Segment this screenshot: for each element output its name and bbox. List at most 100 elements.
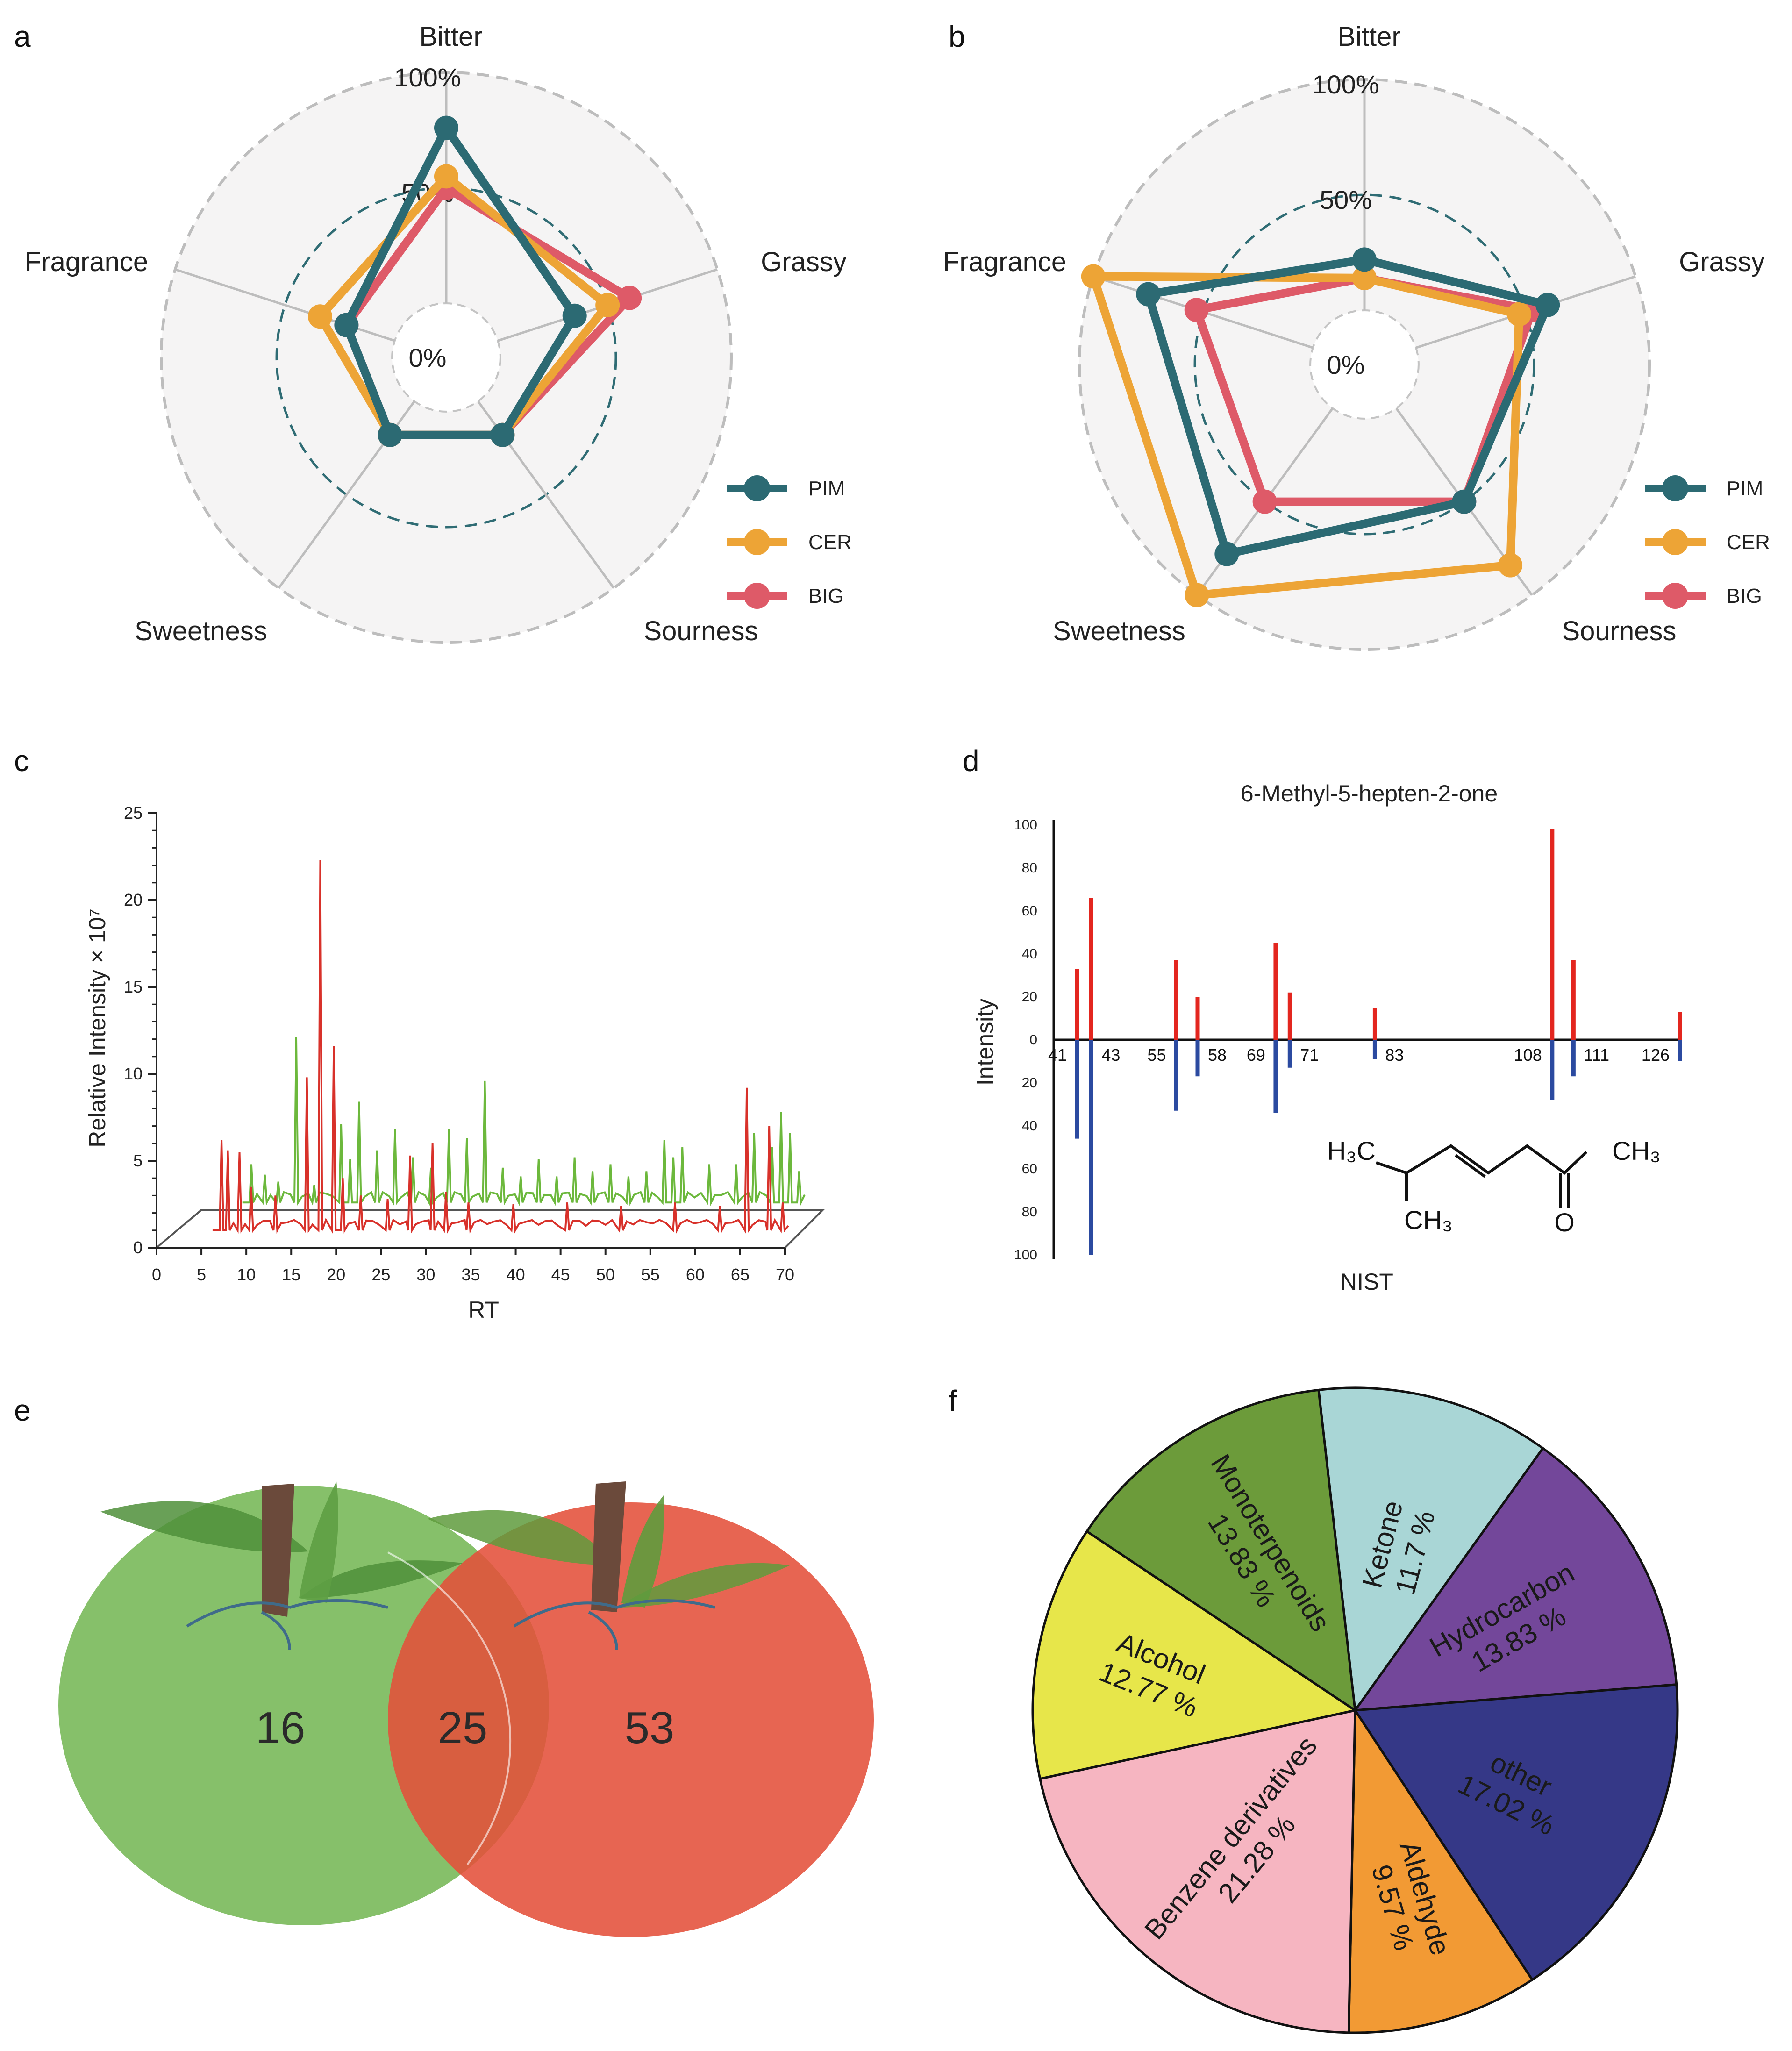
legend-marker — [744, 529, 770, 555]
panel-letter-e: e — [14, 1394, 31, 1427]
radar-point — [1535, 293, 1560, 317]
legend-label-big: BIG — [808, 585, 844, 607]
legend-label-cer: CER — [808, 531, 852, 554]
radar-point — [378, 422, 402, 447]
structure-h3c-label: H₃C — [1327, 1136, 1376, 1165]
panel-letter-c: c — [14, 744, 29, 778]
venn-intersection-count: 25 — [438, 1703, 488, 1753]
pie-slice-alcohol — [1031, 1529, 1358, 1780]
mass-spectrum-title: 6-Methyl-5-hepten-2-one — [1241, 780, 1498, 807]
venn-green-only-count: 16 — [256, 1703, 306, 1753]
radar-ring-label: 0% — [1327, 350, 1365, 379]
x-tick-label: 55 — [641, 1265, 660, 1284]
red-tomato-body — [388, 1502, 874, 1937]
x-tick-label: 5 — [197, 1265, 206, 1284]
radar-mid-ring — [275, 186, 617, 529]
panel-letter-f: f — [949, 1384, 957, 1418]
radar-point — [434, 164, 458, 189]
pie-slice-monoterpenoids — [1085, 1388, 1357, 1713]
chromatogram-y-label: Relative Intensity × 10⁷ — [84, 908, 110, 1147]
radar-point — [1136, 282, 1161, 307]
ms-y-tick-up: 20 — [1022, 989, 1037, 1005]
pie-slice-aldehyde — [1347, 1706, 1534, 2034]
venn-red-only-count: 53 — [625, 1703, 675, 1753]
radar-ring-label: 100% — [1312, 70, 1379, 99]
panel-letter-d: d — [963, 744, 979, 778]
y-tick-label: 5 — [133, 1151, 143, 1170]
radar-point — [334, 313, 359, 337]
panel-letter-a: a — [14, 20, 31, 53]
radar-point — [1081, 264, 1106, 289]
radar-category-label: Grassy — [1679, 247, 1765, 277]
legend-marker — [1662, 475, 1688, 501]
pie-slice-other — [1353, 1683, 1679, 1982]
ms-y-tick-up: 0 — [1029, 1032, 1037, 1048]
radar-point — [1352, 247, 1377, 272]
radar-category-label: Bitter — [419, 21, 482, 52]
x-tick-label: 35 — [461, 1265, 480, 1284]
radar-category-label: Sourness — [643, 616, 758, 646]
x-tick-label: 70 — [776, 1265, 794, 1284]
radar-category-label: Fragrance — [25, 247, 148, 277]
radar-series-pim — [342, 123, 579, 439]
x-tick-label: 45 — [551, 1265, 570, 1284]
venn-overlap-edge — [387, 1551, 512, 1865]
structure-bonds — [1406, 1144, 1588, 1175]
x-tick-label: 50 — [596, 1265, 615, 1284]
y-tick-label: 10 — [124, 1064, 143, 1083]
ms-y-tick-down: 60 — [1022, 1161, 1037, 1177]
y-tick-label: 20 — [124, 890, 143, 909]
radar-point — [595, 293, 620, 317]
x-tick-label: 25 — [371, 1265, 390, 1284]
radar-spoke — [175, 268, 395, 342]
radar-chart-b: 100% 50% 0% Bitter Grassy Sourness Sweetness Fr… — [943, 21, 1770, 651]
radar-series-pim — [1144, 255, 1552, 558]
radar-category-label: Sourness — [1562, 616, 1676, 646]
legend-marker — [1662, 529, 1688, 555]
ms-mz-label: 69 — [1247, 1045, 1265, 1065]
panel-letter-b: b — [949, 20, 965, 53]
radar-series-big — [1192, 273, 1537, 506]
radar-point — [617, 286, 642, 310]
venn-diagram: 16 25 53 — [58, 1481, 874, 1937]
green-tomato-leaf-top — [299, 1481, 338, 1603]
ms-y-tick-up: 40 — [1022, 946, 1037, 962]
legend-label-cer: CER — [1727, 531, 1770, 554]
mass-spectrum-y-label: Intensity — [972, 999, 998, 1086]
red-tomato — [388, 1481, 874, 1937]
radar-ring-label: 0% — [409, 343, 447, 372]
ms-mz-label: 126 — [1642, 1045, 1670, 1065]
radar-mid-ring — [1193, 193, 1535, 536]
radar-ring-label: 100% — [394, 63, 461, 92]
red-tomato-sepals — [513, 1599, 715, 1650]
ms-mz-label: 71 — [1300, 1045, 1319, 1065]
radar-category-label: Grassy — [761, 247, 847, 277]
radar-point — [562, 303, 587, 328]
y-tick-label: 0 — [133, 1238, 143, 1257]
chemical-structure: H₃C CH₃ CH₃ O — [1327, 1136, 1661, 1237]
pie-slice-benzene-derivatives — [1038, 1708, 1356, 2034]
red-tomato-leaf-right — [617, 1563, 790, 1608]
radar-category-label: Sweetness — [1053, 616, 1185, 646]
ms-mz-label: 83 — [1385, 1045, 1404, 1065]
ms-y-tick-down: 40 — [1022, 1118, 1037, 1134]
x-tick-label: 40 — [507, 1265, 525, 1284]
structure-ch3-bottom-label: CH₃ — [1404, 1205, 1453, 1235]
radar-point — [1214, 542, 1239, 566]
red-tomato-stem — [591, 1481, 626, 1612]
radar-category-label: Fragrance — [943, 247, 1066, 277]
x-tick-label: 65 — [731, 1265, 750, 1284]
structure-double-bond — [1455, 1154, 1486, 1178]
y-tick-label: 15 — [124, 977, 143, 996]
radar-point — [434, 115, 458, 140]
green-tomato-leaf-right — [299, 1560, 463, 1598]
mass-spectrum-x-label: NIST — [1340, 1269, 1393, 1295]
structure-left-bond — [1376, 1161, 1407, 1174]
x-tick-label: 0 — [152, 1265, 161, 1284]
ms-y-tick-down: 100 — [1014, 1247, 1037, 1263]
ms-mz-label: 41 — [1048, 1045, 1067, 1065]
radar-ring-label: 50% — [1320, 185, 1372, 214]
x-tick-label: 10 — [237, 1265, 256, 1284]
